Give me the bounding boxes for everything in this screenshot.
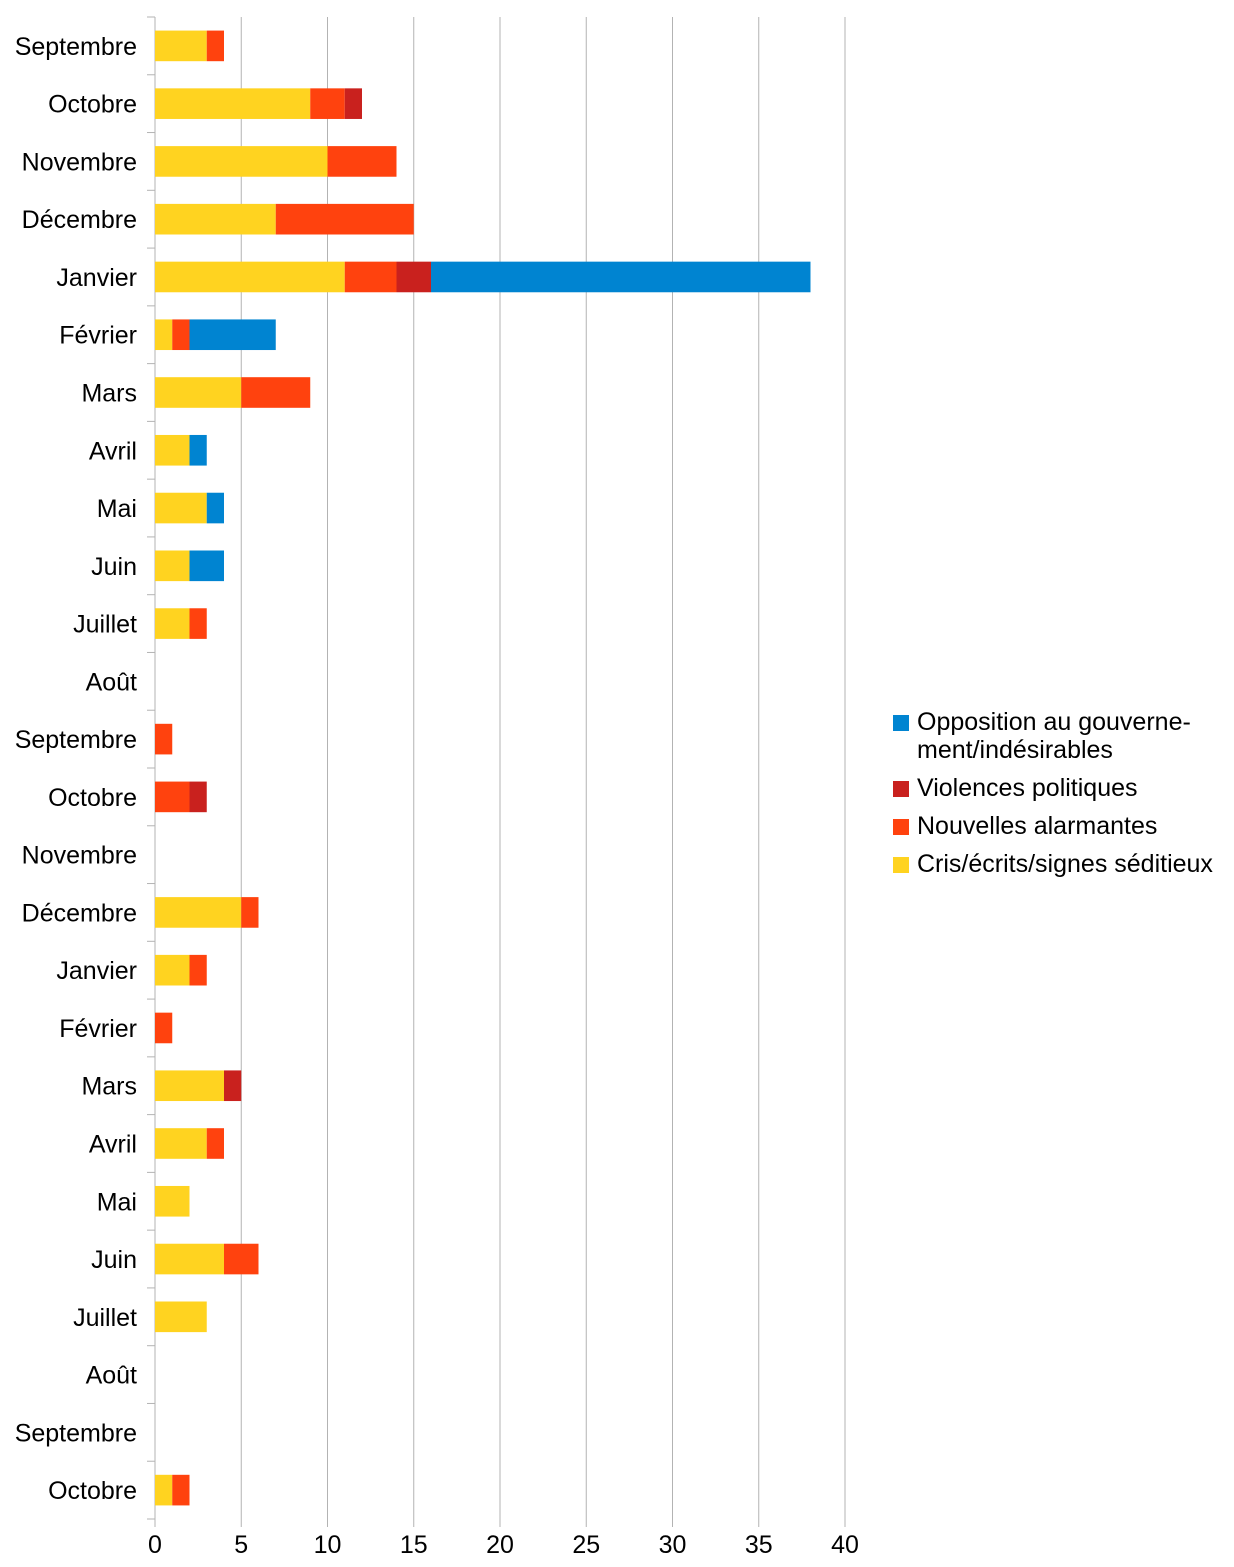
y-category-label: Janvier: [56, 957, 137, 985]
y-category-label: Septembre: [15, 1419, 137, 1447]
bar-segment: [155, 1185, 190, 1217]
chart-legend: Opposition au gouverne- ment/indésirable…: [893, 708, 1233, 888]
y-category-label: Juillet: [73, 1304, 137, 1332]
y-category-label: Octobre: [48, 784, 137, 812]
bar-segment: [206, 492, 224, 524]
legend-swatch: [893, 715, 909, 731]
bar-segment: [396, 261, 431, 293]
bar-segment: [155, 897, 242, 928]
y-category-label: Mai: [97, 1188, 137, 1216]
x-tick-label: 10: [314, 1531, 342, 1559]
x-tick-label: 25: [572, 1531, 600, 1559]
bar-segment: [155, 723, 173, 755]
bar-segment: [189, 781, 207, 813]
bar-segment: [172, 1474, 190, 1506]
legend-label: Violences politiques: [917, 774, 1138, 802]
x-tick-label: 5: [234, 1531, 248, 1559]
bar-segment: [275, 203, 414, 235]
bar-segment: [155, 1070, 224, 1102]
bar-segment: [155, 1128, 207, 1159]
bar-segment: [155, 1474, 173, 1506]
y-category-label: Septembre: [15, 726, 137, 754]
bar-segment: [172, 319, 190, 351]
y-category-label: Avril: [89, 437, 137, 465]
y-category-label: Mai: [97, 495, 137, 523]
y-category-label: Septembre: [15, 33, 137, 61]
bar-segment: [155, 1243, 224, 1275]
x-tick-label: 40: [831, 1531, 859, 1559]
y-category-label: Avril: [89, 1131, 137, 1159]
bar-segment: [206, 1128, 224, 1159]
y-category-label: Juin: [91, 553, 137, 581]
y-category-label: Mars: [81, 380, 137, 408]
bar-segment: [155, 88, 311, 119]
bar-segment: [155, 261, 345, 293]
bar-segment: [155, 203, 276, 235]
bar-segment: [224, 1243, 259, 1275]
legend-swatch: [893, 857, 909, 873]
legend-item-opposition: Opposition au gouverne- ment/indésirable…: [893, 708, 1233, 764]
bar-segment: [155, 781, 190, 813]
legend-label-line: ment/indésirables: [917, 736, 1113, 764]
legend-swatch: [893, 781, 909, 797]
bar-segment: [155, 1012, 173, 1044]
y-category-label: Février: [59, 1015, 137, 1043]
legend-item-cris: Cris/écrits/signes séditieux: [893, 850, 1233, 878]
legend-label-line: Opposition au gouverne-: [917, 708, 1191, 736]
x-tick-label: 0: [148, 1531, 162, 1559]
bar-segment: [241, 897, 259, 928]
bar-segment: [155, 434, 190, 466]
bar-segment: [189, 954, 207, 986]
legend-label: Cris/écrits/signes séditieux: [917, 850, 1213, 878]
bar-segment: [155, 550, 190, 582]
legend-label: Nouvelles alarmantes: [917, 812, 1158, 840]
bar-segment: [155, 30, 207, 62]
y-category-label: Octobre: [48, 91, 137, 119]
legend-item-nouvelles: Nouvelles alarmantes: [893, 812, 1233, 840]
y-category-label: Mars: [81, 1073, 137, 1101]
x-tick-label: 35: [745, 1531, 773, 1559]
bar-segment: [344, 88, 362, 119]
x-tick-label: 15: [400, 1531, 428, 1559]
bar-segment: [155, 319, 173, 351]
y-category-label: Août: [86, 1362, 137, 1390]
bar-segment: [344, 261, 397, 293]
x-tick-label: 30: [659, 1531, 687, 1559]
bar-segment: [431, 261, 811, 293]
y-category-label: Décembre: [22, 206, 137, 234]
bar-segment: [189, 434, 207, 466]
bar-segment: [155, 492, 207, 524]
y-category-label: Août: [86, 668, 137, 696]
x-tick-label: 20: [486, 1531, 514, 1559]
bar-segment: [155, 146, 328, 177]
y-category-label: Novembre: [22, 148, 137, 176]
bar-segment: [224, 1070, 242, 1102]
y-category-label: Janvier: [56, 264, 137, 292]
bar-segment: [241, 377, 311, 408]
bar-segment: [310, 88, 345, 119]
y-category-label: Novembre: [22, 842, 137, 870]
y-category-label: Octobre: [48, 1477, 137, 1505]
y-category-label: Février: [59, 322, 137, 350]
legend-swatch: [893, 819, 909, 835]
bar-segment: [206, 30, 224, 62]
bar-segment: [189, 319, 276, 351]
bar-segment: [155, 608, 190, 639]
y-category-label: Décembre: [22, 899, 137, 927]
legend-item-violences: Violences politiques: [893, 774, 1233, 802]
bar-segment: [327, 146, 397, 177]
bar-segment: [189, 550, 224, 582]
bar-segment: [189, 608, 207, 639]
y-category-label: Juin: [91, 1246, 137, 1274]
y-category-label: Juillet: [73, 611, 137, 639]
legend-label: Opposition au gouverne- ment/indésirable…: [917, 708, 1217, 764]
bar-segment: [155, 954, 190, 986]
bar-segment: [155, 377, 242, 408]
bar-segment: [155, 1301, 207, 1333]
